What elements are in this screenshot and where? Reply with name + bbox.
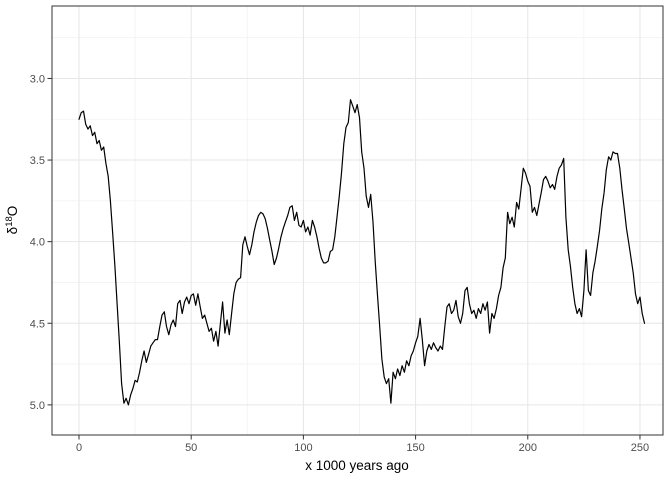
y-axis-title-tail: O <box>5 206 20 217</box>
data-series-layer <box>78 99 646 406</box>
y-tick-label: 3.0 <box>30 73 45 85</box>
gridlines-minor-layer <box>52 6 663 435</box>
y-tick-label: 3.5 <box>30 155 45 167</box>
x-axis-title: x 1000 years ago <box>305 458 409 473</box>
x-tick-label: 50 <box>185 442 197 454</box>
y-tick-label: 5.0 <box>30 400 45 412</box>
x-tick-label: 200 <box>519 442 537 454</box>
data-line-δ18O <box>78 99 646 406</box>
y-axis-title-base: δ <box>5 227 20 235</box>
y-tick-label: 4.5 <box>30 318 45 330</box>
x-tick-label: 150 <box>406 442 424 454</box>
y-axis-title: δ18O <box>4 206 20 235</box>
y-tick-label: 4.0 <box>30 237 45 249</box>
y-axis-title-superscript: 18 <box>4 216 15 227</box>
tick-labels-layer: 0 50 100 150 200 250 3.0 3.5 4.0 4.5 5.0 <box>30 73 649 454</box>
plot-panel-background <box>52 6 663 435</box>
x-tick-label: 250 <box>631 442 649 454</box>
axis-ticks-layer <box>47 77 641 440</box>
plot-panel-border <box>51 5 664 436</box>
x-tick-label: 100 <box>294 442 312 454</box>
x-tick-label: 0 <box>76 442 82 454</box>
